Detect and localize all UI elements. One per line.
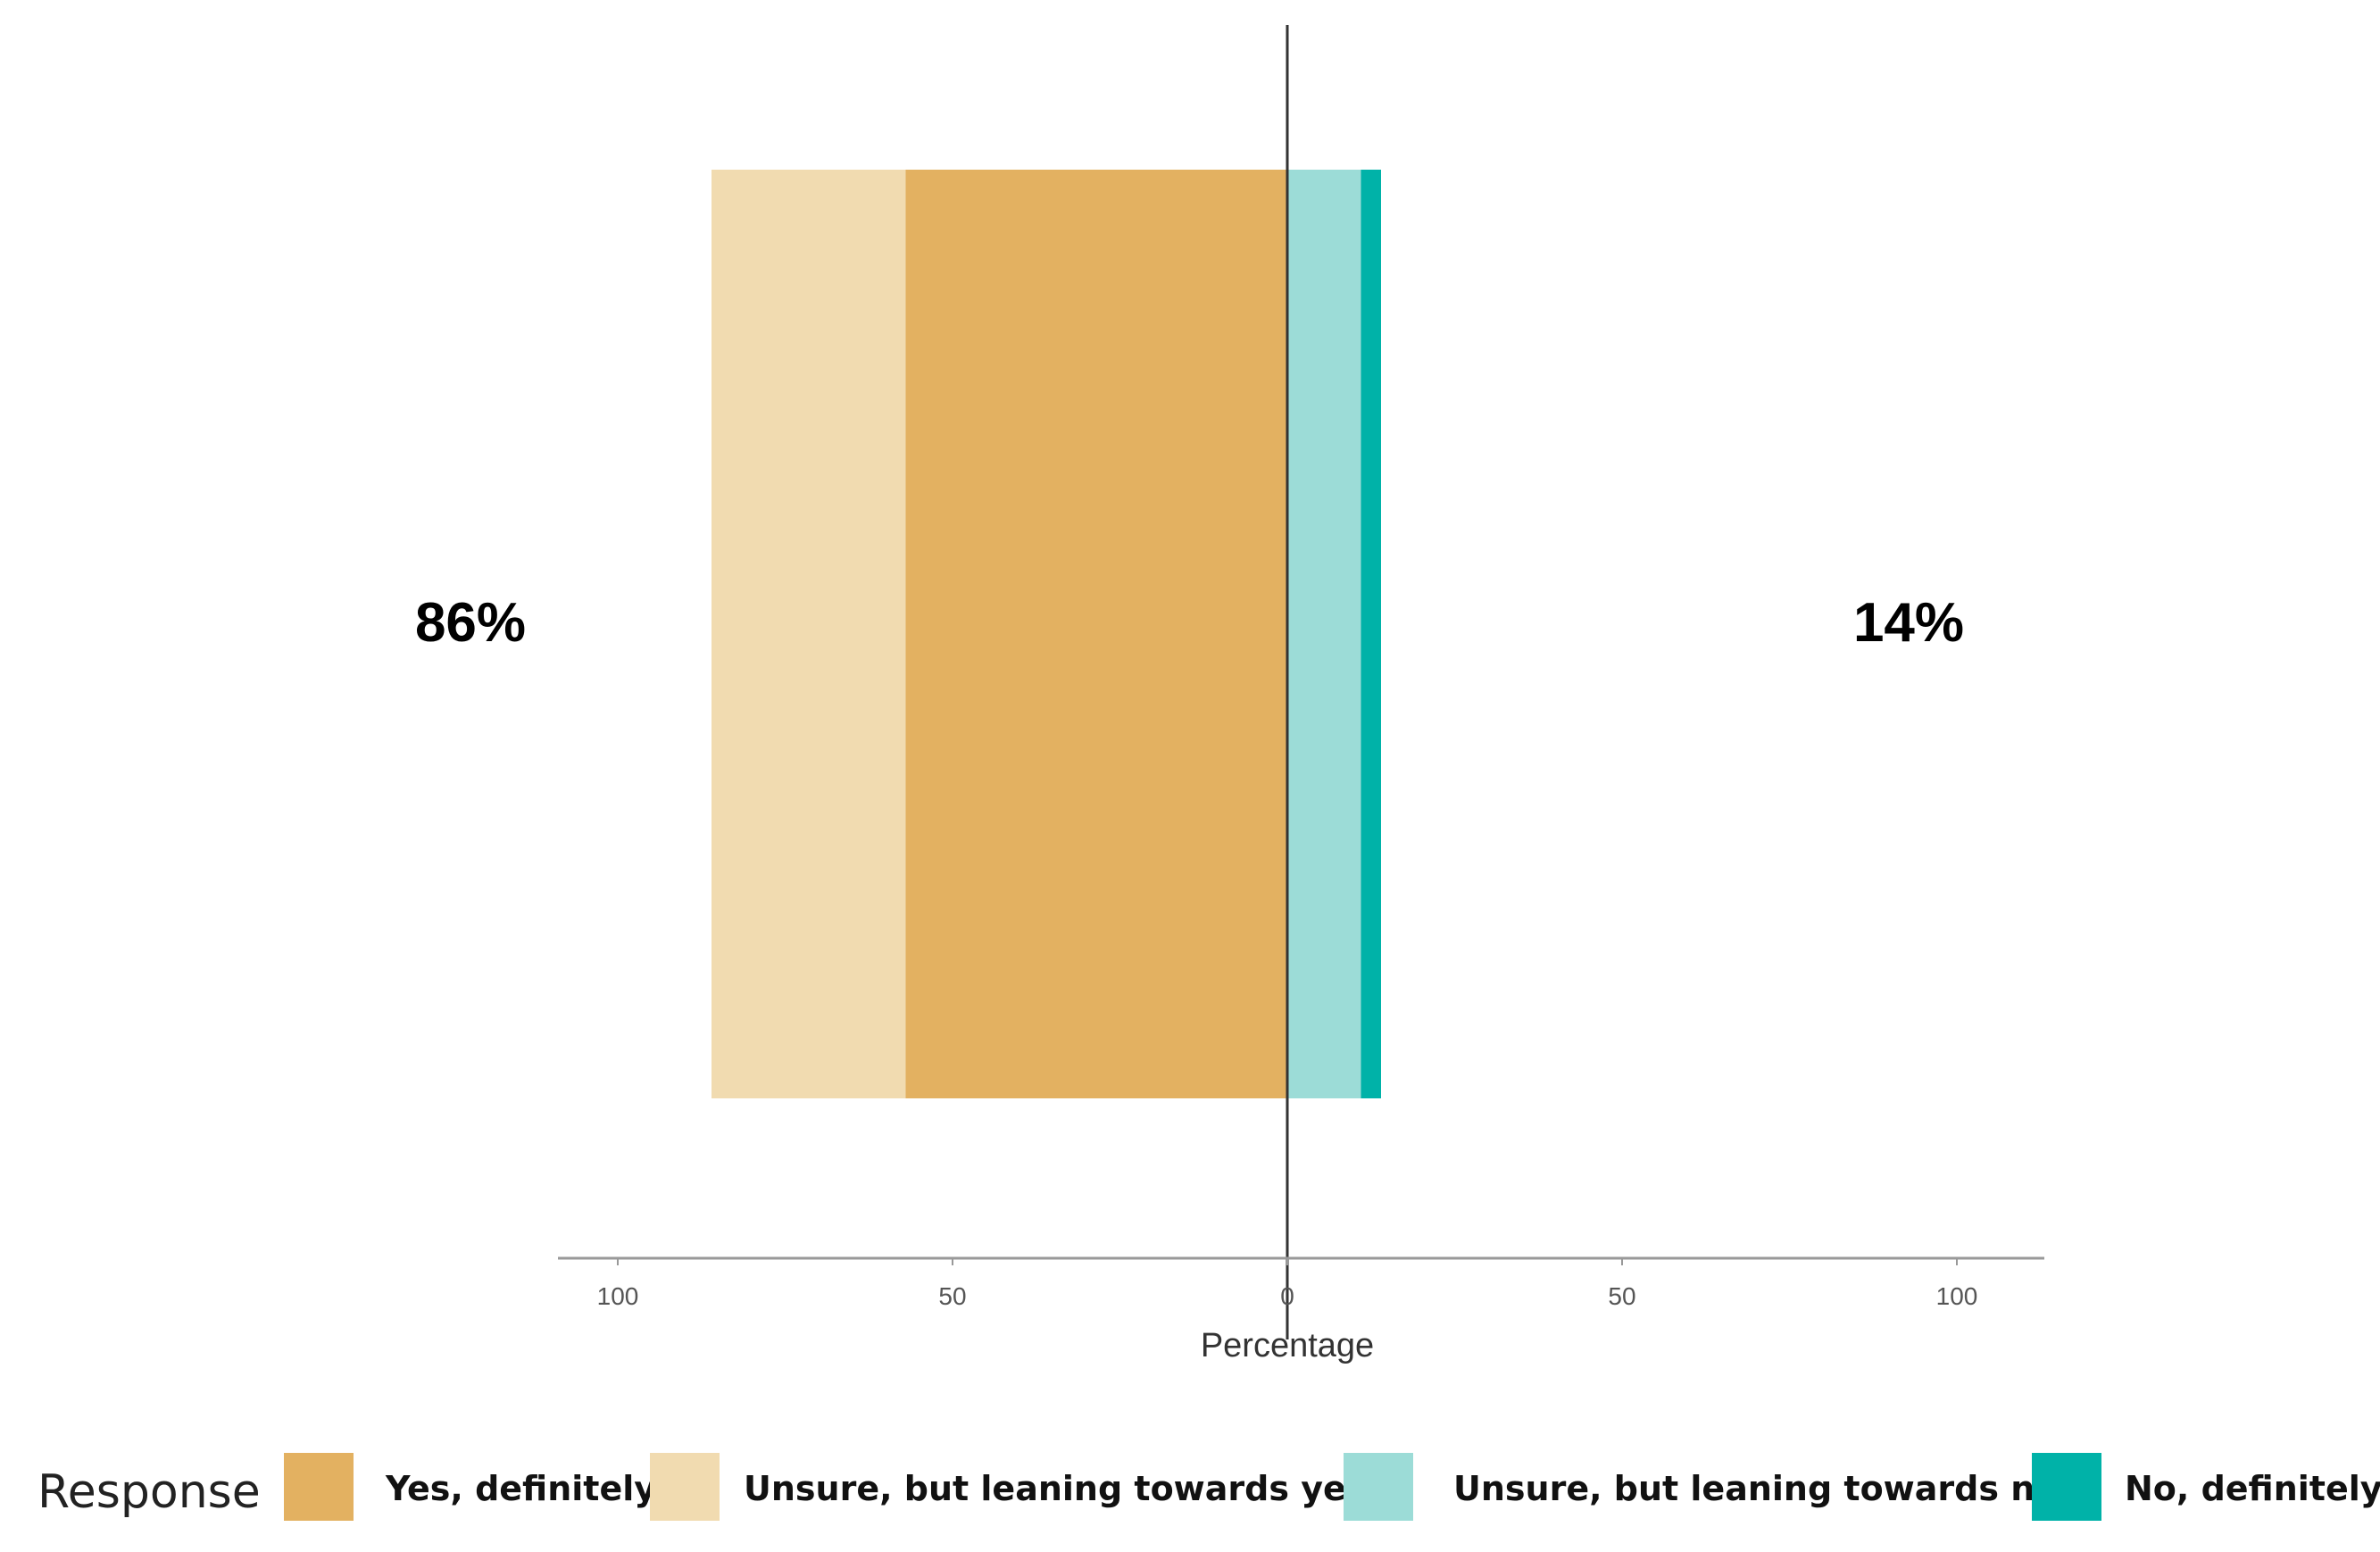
- x-tick-label: 0: [1280, 1282, 1294, 1310]
- x-tick-label: 50: [938, 1282, 966, 1310]
- legend-title: Response: [37, 1465, 261, 1519]
- legend-key-2: [1344, 1453, 1413, 1521]
- x-tick-label: 100: [1936, 1282, 1978, 1310]
- legend: Response Yes, definitely Unsure, but lean…: [37, 1453, 2380, 1521]
- x-axis-title: Percentage: [1201, 1327, 1374, 1364]
- legend-label-2: Unsure, but leaning towards no: [1453, 1469, 2058, 1508]
- legend-key-0: [284, 1453, 354, 1521]
- legend-key-1: [650, 1453, 720, 1521]
- x-tick-label: 50: [1608, 1282, 1635, 1310]
- bars-group: [712, 170, 1381, 1098]
- legend-label-3: No, definitely: [2125, 1469, 2380, 1508]
- bar-segment-0: [905, 170, 1287, 1098]
- legend-label-0: Yes, definitely: [385, 1469, 656, 1508]
- x-tick-label: 100: [597, 1282, 639, 1310]
- bar-segment-3: [1361, 170, 1381, 1098]
- left-total-label: 86%: [415, 592, 526, 654]
- bar-segment-2: [1287, 170, 1361, 1098]
- legend-key-3: [2032, 1453, 2101, 1521]
- right-total-label: 14%: [1853, 592, 1964, 654]
- bar-segment-1: [712, 170, 906, 1098]
- legend-label-1: Unsure, but leaning towards yes: [744, 1469, 1366, 1508]
- x-ticks-group: 100 50 0 50 100: [597, 1258, 1978, 1310]
